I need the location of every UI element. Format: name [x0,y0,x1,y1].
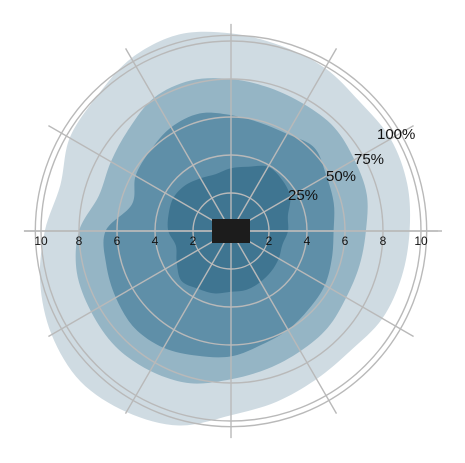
grid-spoke-300 [230,230,338,414]
x-tick-right-2: 2 [266,234,273,248]
percentile-label-75: 75% [354,151,384,168]
x-tick-left-8: 8 [76,234,83,248]
x-tick-right-10: 10 [414,234,428,248]
grid-spoke-330 [230,230,414,338]
x-tick-left-6: 6 [114,234,121,248]
polar-grid [23,23,442,439]
percentile-label-25: 25% [288,187,318,204]
x-tick-left-10: 10 [34,234,48,248]
x-tick-right-6: 6 [342,234,349,248]
center-marker [212,219,250,243]
percentile-labels: 100% 75%50% 25% [288,126,415,204]
grid-spoke-210 [48,230,232,338]
grid-spoke-60 [230,48,338,232]
x-tick-left-2: 2 [190,234,197,248]
grid-spoke-150 [48,124,232,232]
grid-spoke-240 [124,230,232,414]
percentile-label-100: 100% [377,126,415,143]
x-tick-right-8: 8 [380,234,387,248]
axis-tick-labels: 10 8 6 4 2 2 4 6 8 10 [34,234,428,248]
percentile-label-50: 50% [326,168,356,185]
grid-spoke-30 [230,124,414,232]
x-tick-right-4: 4 [304,234,311,248]
x-tick-left-4: 4 [152,234,159,248]
grid-spoke-120 [124,48,232,232]
